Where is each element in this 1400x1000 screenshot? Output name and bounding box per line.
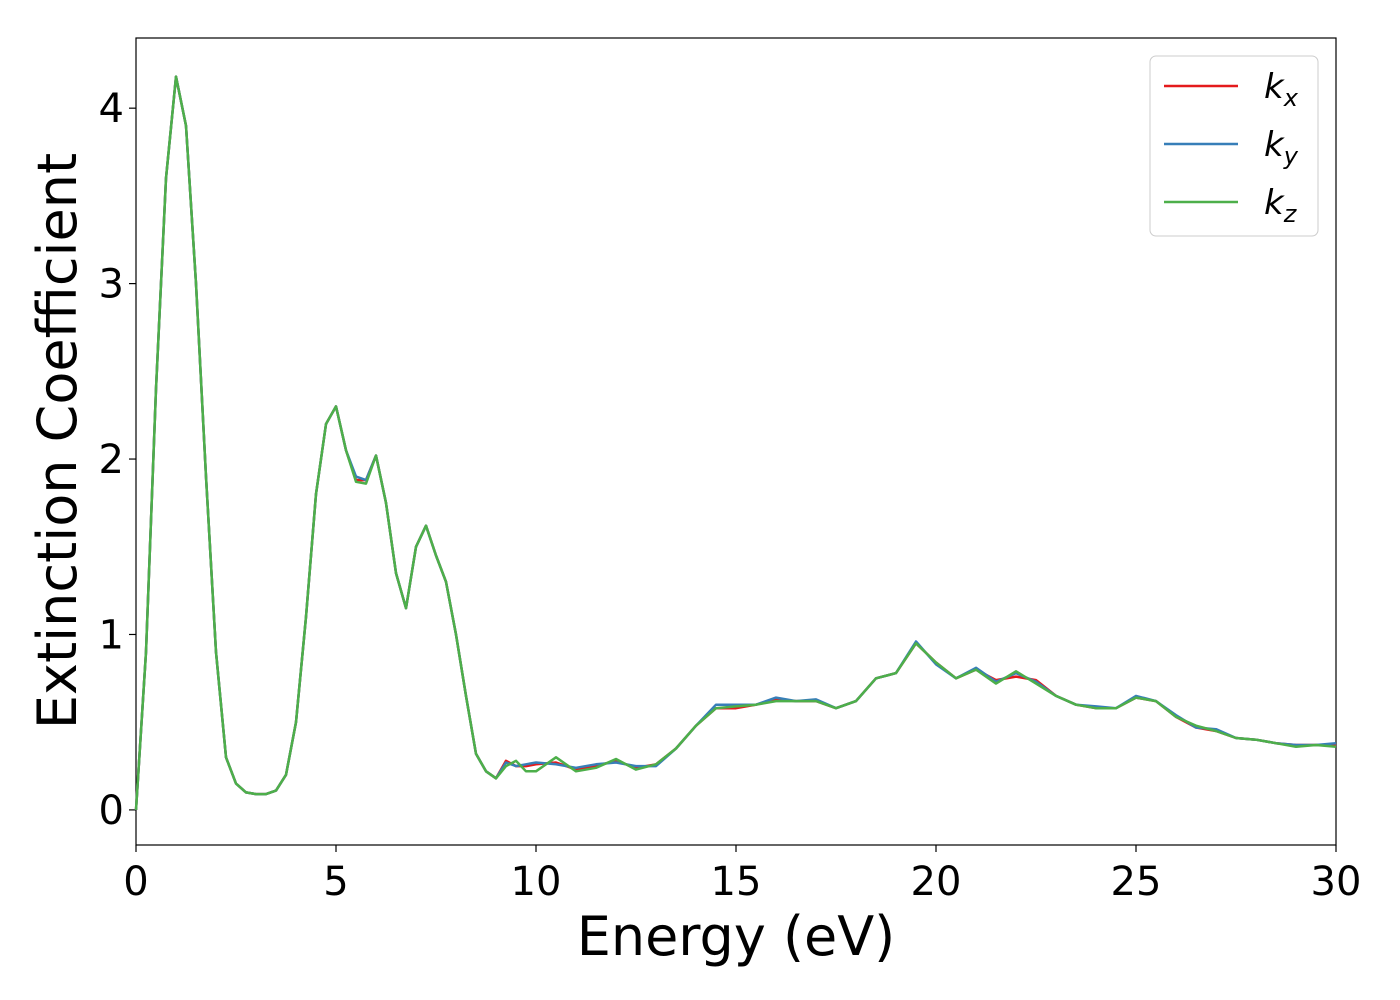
x-tick-label: 20 bbox=[911, 859, 962, 905]
y-tick-label: 0 bbox=[99, 788, 124, 834]
x-tick-label: 25 bbox=[1111, 859, 1162, 905]
x-tick-label: 5 bbox=[323, 859, 348, 905]
legend-label: ky bbox=[1264, 125, 1299, 170]
x-tick-label: 30 bbox=[1311, 859, 1362, 905]
legend-box bbox=[1149, 55, 1319, 237]
y-tick-label: 4 bbox=[99, 86, 124, 132]
legend-label: kx bbox=[1264, 67, 1299, 112]
y-tick-label: 3 bbox=[99, 262, 124, 308]
x-tick-label: 10 bbox=[511, 859, 562, 905]
legend-label: kz bbox=[1264, 183, 1298, 228]
y-tick-label: 2 bbox=[99, 437, 124, 483]
y-axis-label: Extinction Coefficient bbox=[26, 153, 89, 729]
x-axis-label: Energy (eV) bbox=[577, 905, 896, 968]
x-tick-label: 15 bbox=[711, 859, 762, 905]
data-line bbox=[134, 75, 1337, 810]
y-tick-label: 1 bbox=[99, 612, 124, 658]
x-tick-label: 0 bbox=[123, 859, 148, 905]
